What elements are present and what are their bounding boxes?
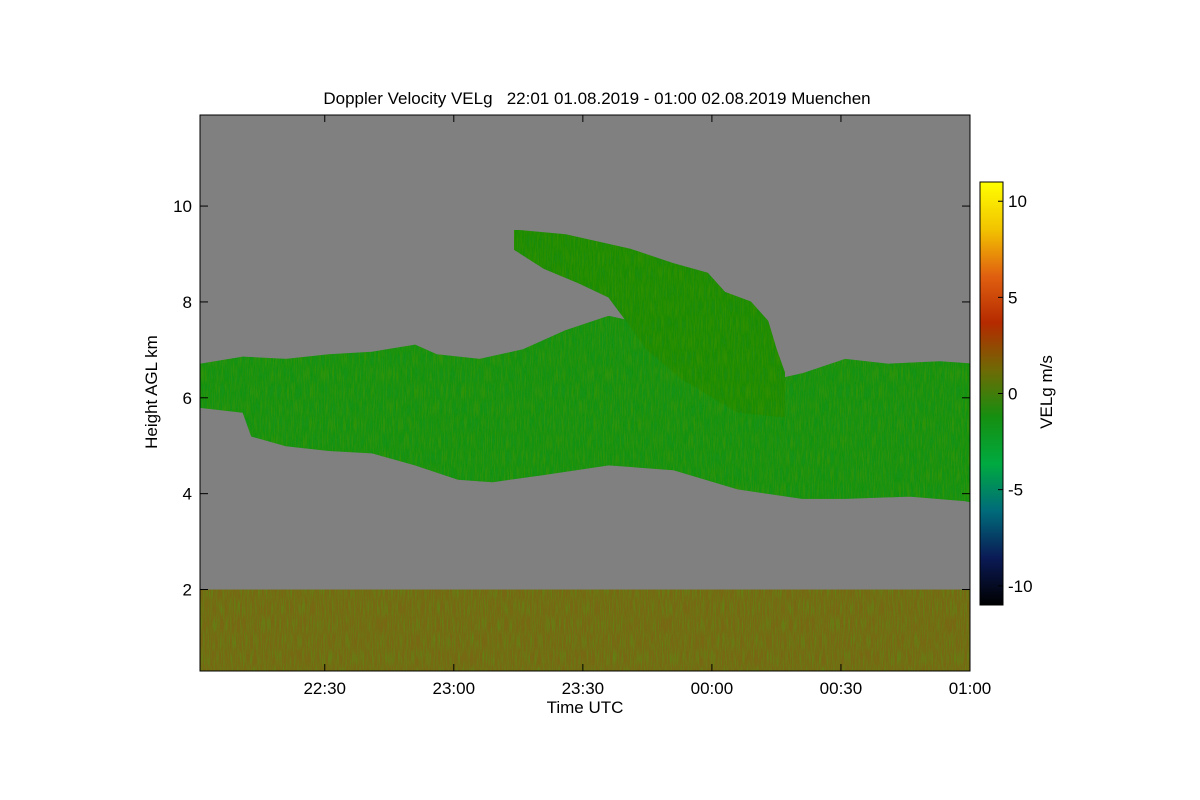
x-axis-label: Time UTC — [547, 698, 624, 717]
colorbar-tick-label: 0 — [1008, 385, 1017, 404]
x-tick-label: 01:00 — [949, 679, 992, 698]
y-tick-label: 4 — [183, 485, 192, 504]
colorbar-tick-label: 5 — [1008, 288, 1017, 307]
y-axis-label: Height AGL km — [142, 335, 161, 449]
x-tick-label: 00:30 — [820, 679, 863, 698]
boundary-layer-clutter — [200, 589, 970, 671]
y-tick-label: 2 — [183, 581, 192, 600]
x-tick-label: 22:30 — [303, 679, 346, 698]
y-tick-label: 8 — [183, 293, 192, 312]
x-tick-label: 00:00 — [691, 679, 734, 698]
chart-title: Doppler Velocity VELg 22:01 01.08.2019 -… — [323, 89, 870, 108]
x-tick-label: 23:00 — [433, 679, 476, 698]
colorbar-tick-label: -10 — [1008, 577, 1033, 596]
y-axis-ticks: 2 4 6 8 10 — [173, 197, 970, 600]
colorbar-label: VELg m/s — [1037, 355, 1056, 429]
echo-layers — [75, 229, 970, 671]
colorbar-tick-label: -5 — [1008, 481, 1023, 500]
y-tick-label: 6 — [183, 389, 192, 408]
x-axis-ticks: 22:30 23:00 23:30 00:00 00:30 01:00 — [303, 115, 991, 698]
colorbar-tick-label: 10 — [1008, 192, 1027, 211]
y-tick-label: 10 — [173, 197, 192, 216]
mid-level-cloud-layer — [200, 315, 970, 503]
x-tick-label: 23:30 — [562, 679, 605, 698]
plot-area: 22:30 23:00 23:30 00:00 00:30 01:00 2 4 6 8 10 — [75, 114, 991, 698]
colorbar: 10 5 0 -5 -10 VELg m/s — [979, 181, 1056, 606]
colorbar-ticks: 10 5 0 -5 -10 — [998, 192, 1033, 596]
detached-fragment — [75, 333, 114, 355]
upper-cloud-plume — [513, 229, 786, 418]
plot-frame — [199, 114, 971, 672]
